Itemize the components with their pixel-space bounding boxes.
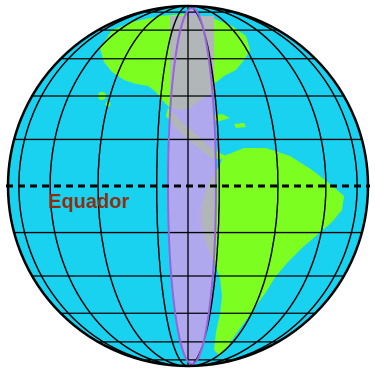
band-land xyxy=(170,16,214,262)
parallel-grid xyxy=(14,11,362,361)
meridian-line xyxy=(49,6,327,366)
band-land-central xyxy=(170,110,214,160)
south-america xyxy=(198,148,344,356)
globe-outline xyxy=(6,4,370,368)
caribbean-island xyxy=(234,123,246,128)
equator-label: Equador xyxy=(48,191,129,213)
band-land-south xyxy=(202,174,214,262)
band-land-north xyxy=(170,16,214,110)
meridian-line xyxy=(97,6,279,366)
